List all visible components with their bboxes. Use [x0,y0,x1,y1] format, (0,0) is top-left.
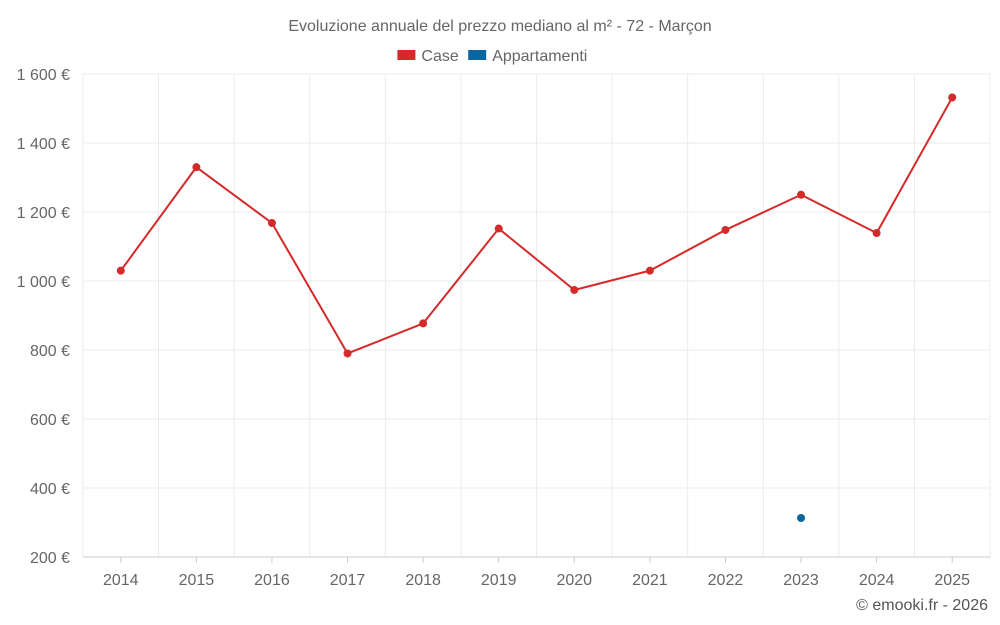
y-tick-label: 1 000 € [17,274,70,291]
x-tick-label: 2016 [254,572,290,589]
y-tick-label: 800 € [30,343,70,360]
y-tick-label: 400 € [30,481,70,498]
x-tick-label: 2014 [103,572,139,589]
data-point-case [116,266,125,275]
legend-swatch-appartamenti [468,50,487,60]
data-point-case [267,219,276,228]
data-point-case [570,285,579,294]
chart-title: Evoluzione annuale del prezzo mediano al… [288,18,711,35]
data-point-case [797,190,806,199]
x-tick-label: 2023 [783,572,819,589]
series-layer [116,93,957,523]
x-tick-label: 2018 [405,572,441,589]
x-tick-label: 2015 [179,572,215,589]
legend-label-case: Case [421,48,458,65]
x-tick-label: 2024 [859,572,895,589]
x-tick-label: 2021 [632,572,668,589]
y-tick-label: 200 € [30,550,70,567]
y-tick-label: 600 € [30,412,70,429]
y-tick-label: 1 200 € [17,205,70,222]
data-point-case [343,349,352,358]
grid-layer [82,73,991,557]
data-point-case [192,163,201,172]
credit-text: © emooki.fr - 2026 [856,597,988,614]
x-tick-label: 2020 [556,572,592,589]
data-point-case [645,266,654,275]
legend-swatch-case [397,50,416,60]
x-tick-label: 2019 [481,572,517,589]
y-tick-label: 1 600 € [17,67,70,84]
data-point-appartamenti [797,514,806,523]
data-point-case [948,93,957,102]
series-line-case [119,96,954,355]
data-point-case [419,319,428,328]
x-tick-label: 2017 [330,572,366,589]
legend: Case Appartamenti [397,48,587,65]
legend-label-appartamenti: Appartamenti [492,48,587,65]
data-point-case [872,229,881,238]
data-point-case [721,225,730,234]
x-tick-label: 2022 [708,572,744,589]
data-point-case [494,224,503,233]
x-tick-label: 2025 [934,572,970,589]
y-tick-label: 1 400 € [17,136,70,153]
axis-layer: 200 € 400 € 600 € 800 € 1 000 € 1 200 € 1 400 … [17,67,990,589]
